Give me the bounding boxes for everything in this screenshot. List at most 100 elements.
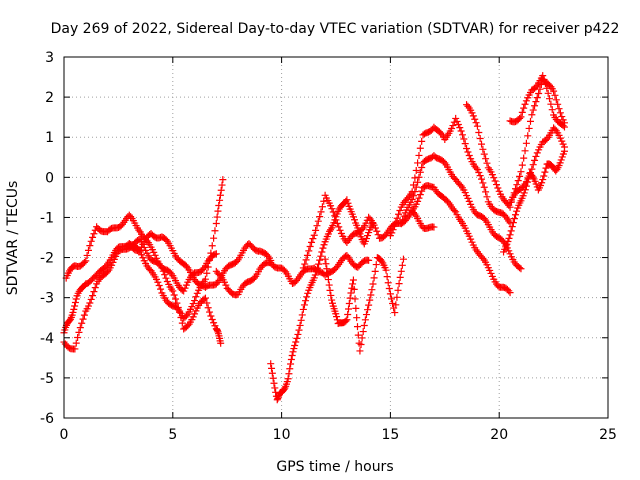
data-point — [333, 219, 341, 227]
data-point — [541, 168, 549, 176]
data-point — [469, 112, 477, 120]
data-point — [82, 257, 90, 265]
data-point — [216, 191, 224, 199]
data-point — [298, 311, 306, 319]
data-point — [506, 231, 514, 239]
data-point — [163, 277, 171, 285]
data-point — [324, 276, 332, 284]
data-point — [287, 356, 295, 364]
data-point — [305, 247, 313, 255]
data-points — [60, 72, 568, 404]
data-point — [173, 299, 181, 307]
data-point — [430, 223, 438, 231]
data-point — [521, 100, 529, 108]
x-axis-title: GPS time / hours — [276, 459, 393, 475]
data-point — [385, 285, 393, 293]
data-point — [516, 114, 524, 122]
data-point — [286, 365, 294, 373]
data-point — [384, 279, 392, 287]
data-point — [383, 273, 391, 281]
data-point — [464, 194, 472, 202]
data-point — [490, 174, 498, 182]
data-point — [317, 208, 325, 216]
data-point — [552, 96, 560, 104]
data-point — [66, 316, 74, 324]
data-point — [532, 152, 540, 160]
data-point — [557, 156, 565, 164]
data-point — [326, 286, 334, 294]
data-point — [350, 285, 358, 293]
data-point — [524, 132, 532, 140]
data-point — [414, 197, 422, 205]
y-tick-labels: -6 -5 -4 -3 -2 -1 0 1 2 3 — [40, 50, 54, 427]
data-point — [362, 311, 370, 319]
data-point — [532, 98, 540, 106]
data-point — [76, 324, 84, 332]
data-point — [162, 274, 170, 282]
data-point — [189, 313, 197, 321]
data-point — [448, 125, 456, 133]
y-tick-label: 1 — [45, 130, 54, 146]
data-point — [373, 227, 381, 235]
y-tick-label: 2 — [45, 90, 54, 106]
data-point — [416, 144, 424, 152]
data-point — [444, 197, 452, 205]
data-point — [217, 186, 225, 194]
data-point — [370, 274, 378, 282]
data-point — [516, 264, 524, 272]
data-point — [396, 206, 404, 214]
data-point — [369, 280, 377, 288]
data-point — [416, 191, 424, 199]
data-point — [367, 291, 375, 299]
data-point — [327, 202, 335, 210]
data-point — [520, 154, 528, 162]
data-point — [389, 300, 397, 308]
data-point — [216, 272, 224, 280]
data-point — [331, 212, 339, 220]
data-point — [558, 153, 566, 161]
data-point — [492, 181, 500, 189]
data-point — [364, 232, 372, 240]
data-point — [556, 109, 564, 117]
data-point — [395, 280, 403, 288]
data-point — [551, 91, 559, 99]
data-point — [344, 310, 352, 318]
data-point — [310, 231, 318, 239]
data-point — [299, 305, 307, 313]
data-point — [463, 145, 471, 153]
data-point — [357, 340, 365, 348]
data-point — [328, 296, 336, 304]
data-point — [412, 183, 420, 191]
data-point — [480, 150, 488, 158]
data-point — [387, 295, 395, 303]
data-point — [346, 294, 354, 302]
data-point — [70, 305, 78, 313]
data-point — [491, 177, 499, 185]
data-point — [556, 134, 564, 142]
data-point — [306, 242, 314, 250]
data-point — [483, 159, 491, 167]
data-point — [191, 310, 199, 318]
data-point — [74, 334, 82, 342]
data-point — [382, 266, 390, 274]
data-point — [78, 319, 86, 327]
data-point — [233, 257, 241, 265]
data-point — [540, 172, 548, 180]
data-point — [110, 255, 118, 263]
data-point — [536, 85, 544, 93]
data-point — [400, 212, 408, 220]
data-point — [479, 145, 487, 153]
data-point — [332, 216, 340, 224]
data-point — [535, 90, 543, 98]
data-point — [84, 302, 92, 310]
data-point — [313, 222, 321, 230]
data-point — [177, 314, 185, 322]
data-point — [488, 171, 496, 179]
y-tick-label: -1 — [40, 210, 54, 226]
data-point — [280, 385, 288, 393]
data-point — [391, 309, 399, 317]
data-point — [323, 265, 331, 273]
data-point — [449, 122, 457, 130]
